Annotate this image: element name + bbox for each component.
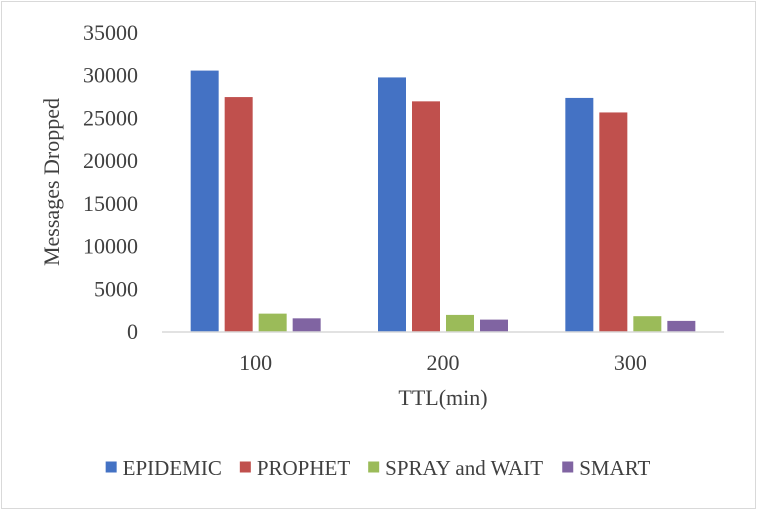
legend-label: SMART (579, 456, 650, 480)
legend-item-spray-and-wait: SPRAY and WAIT (368, 456, 543, 480)
x-tick-label: 300 (614, 350, 647, 375)
bar-prophet-200 (412, 101, 440, 332)
bar-epidemic-300 (565, 97, 594, 332)
legend-swatch (239, 461, 251, 473)
bar-epidemic-100 (190, 70, 219, 333)
legend-label: PROPHET (257, 456, 351, 480)
y-tick-label: 30000 (83, 63, 138, 88)
legend-label: EPIDEMIC (123, 456, 222, 480)
y-tick-label: 25000 (83, 105, 138, 130)
x-tick-label: 100 (239, 350, 272, 375)
legend-swatch (105, 461, 117, 473)
x-axis-title: TTL(min) (398, 385, 487, 410)
y-axis-ticks: 0 5000 10000 15000 20000 25000 30000 35000 (83, 20, 138, 344)
x-axis-ticks: 100 200 300 (239, 350, 647, 375)
y-tick-label: 15000 (83, 191, 138, 216)
bar-spray-and-wait-100 (258, 313, 287, 332)
legend: EPIDEMIC PROPHET SPRAY and WAIT SMART (105, 456, 651, 480)
y-tick-label: 0 (127, 319, 138, 344)
bar-prophet-300 (599, 112, 628, 332)
bar-smart-100 (292, 318, 321, 332)
legend-swatch (368, 461, 380, 473)
legend-item-epidemic: EPIDEMIC (105, 456, 222, 480)
y-axis-title: Messages Dropped (39, 98, 64, 266)
bar-spray-and-wait-300 (633, 316, 662, 332)
legend-label: SPRAY and WAIT (385, 456, 543, 480)
legend-item-smart: SMART (562, 456, 651, 480)
legend-swatch (562, 461, 574, 473)
bar-smart-200 (480, 319, 508, 332)
y-tick-label: 35000 (83, 20, 138, 45)
x-tick-label: 200 (427, 350, 460, 375)
bar-prophet-100 (224, 97, 253, 332)
legend-item-prophet: PROPHET (239, 456, 351, 480)
bar-smart-300 (667, 320, 696, 332)
bar-epidemic-200 (378, 77, 406, 333)
y-tick-label: 5000 (94, 276, 138, 301)
y-tick-label: 20000 (83, 148, 138, 173)
y-tick-label: 10000 (83, 234, 138, 259)
bar-spray-and-wait-200 (446, 314, 474, 332)
bars (190, 70, 696, 333)
